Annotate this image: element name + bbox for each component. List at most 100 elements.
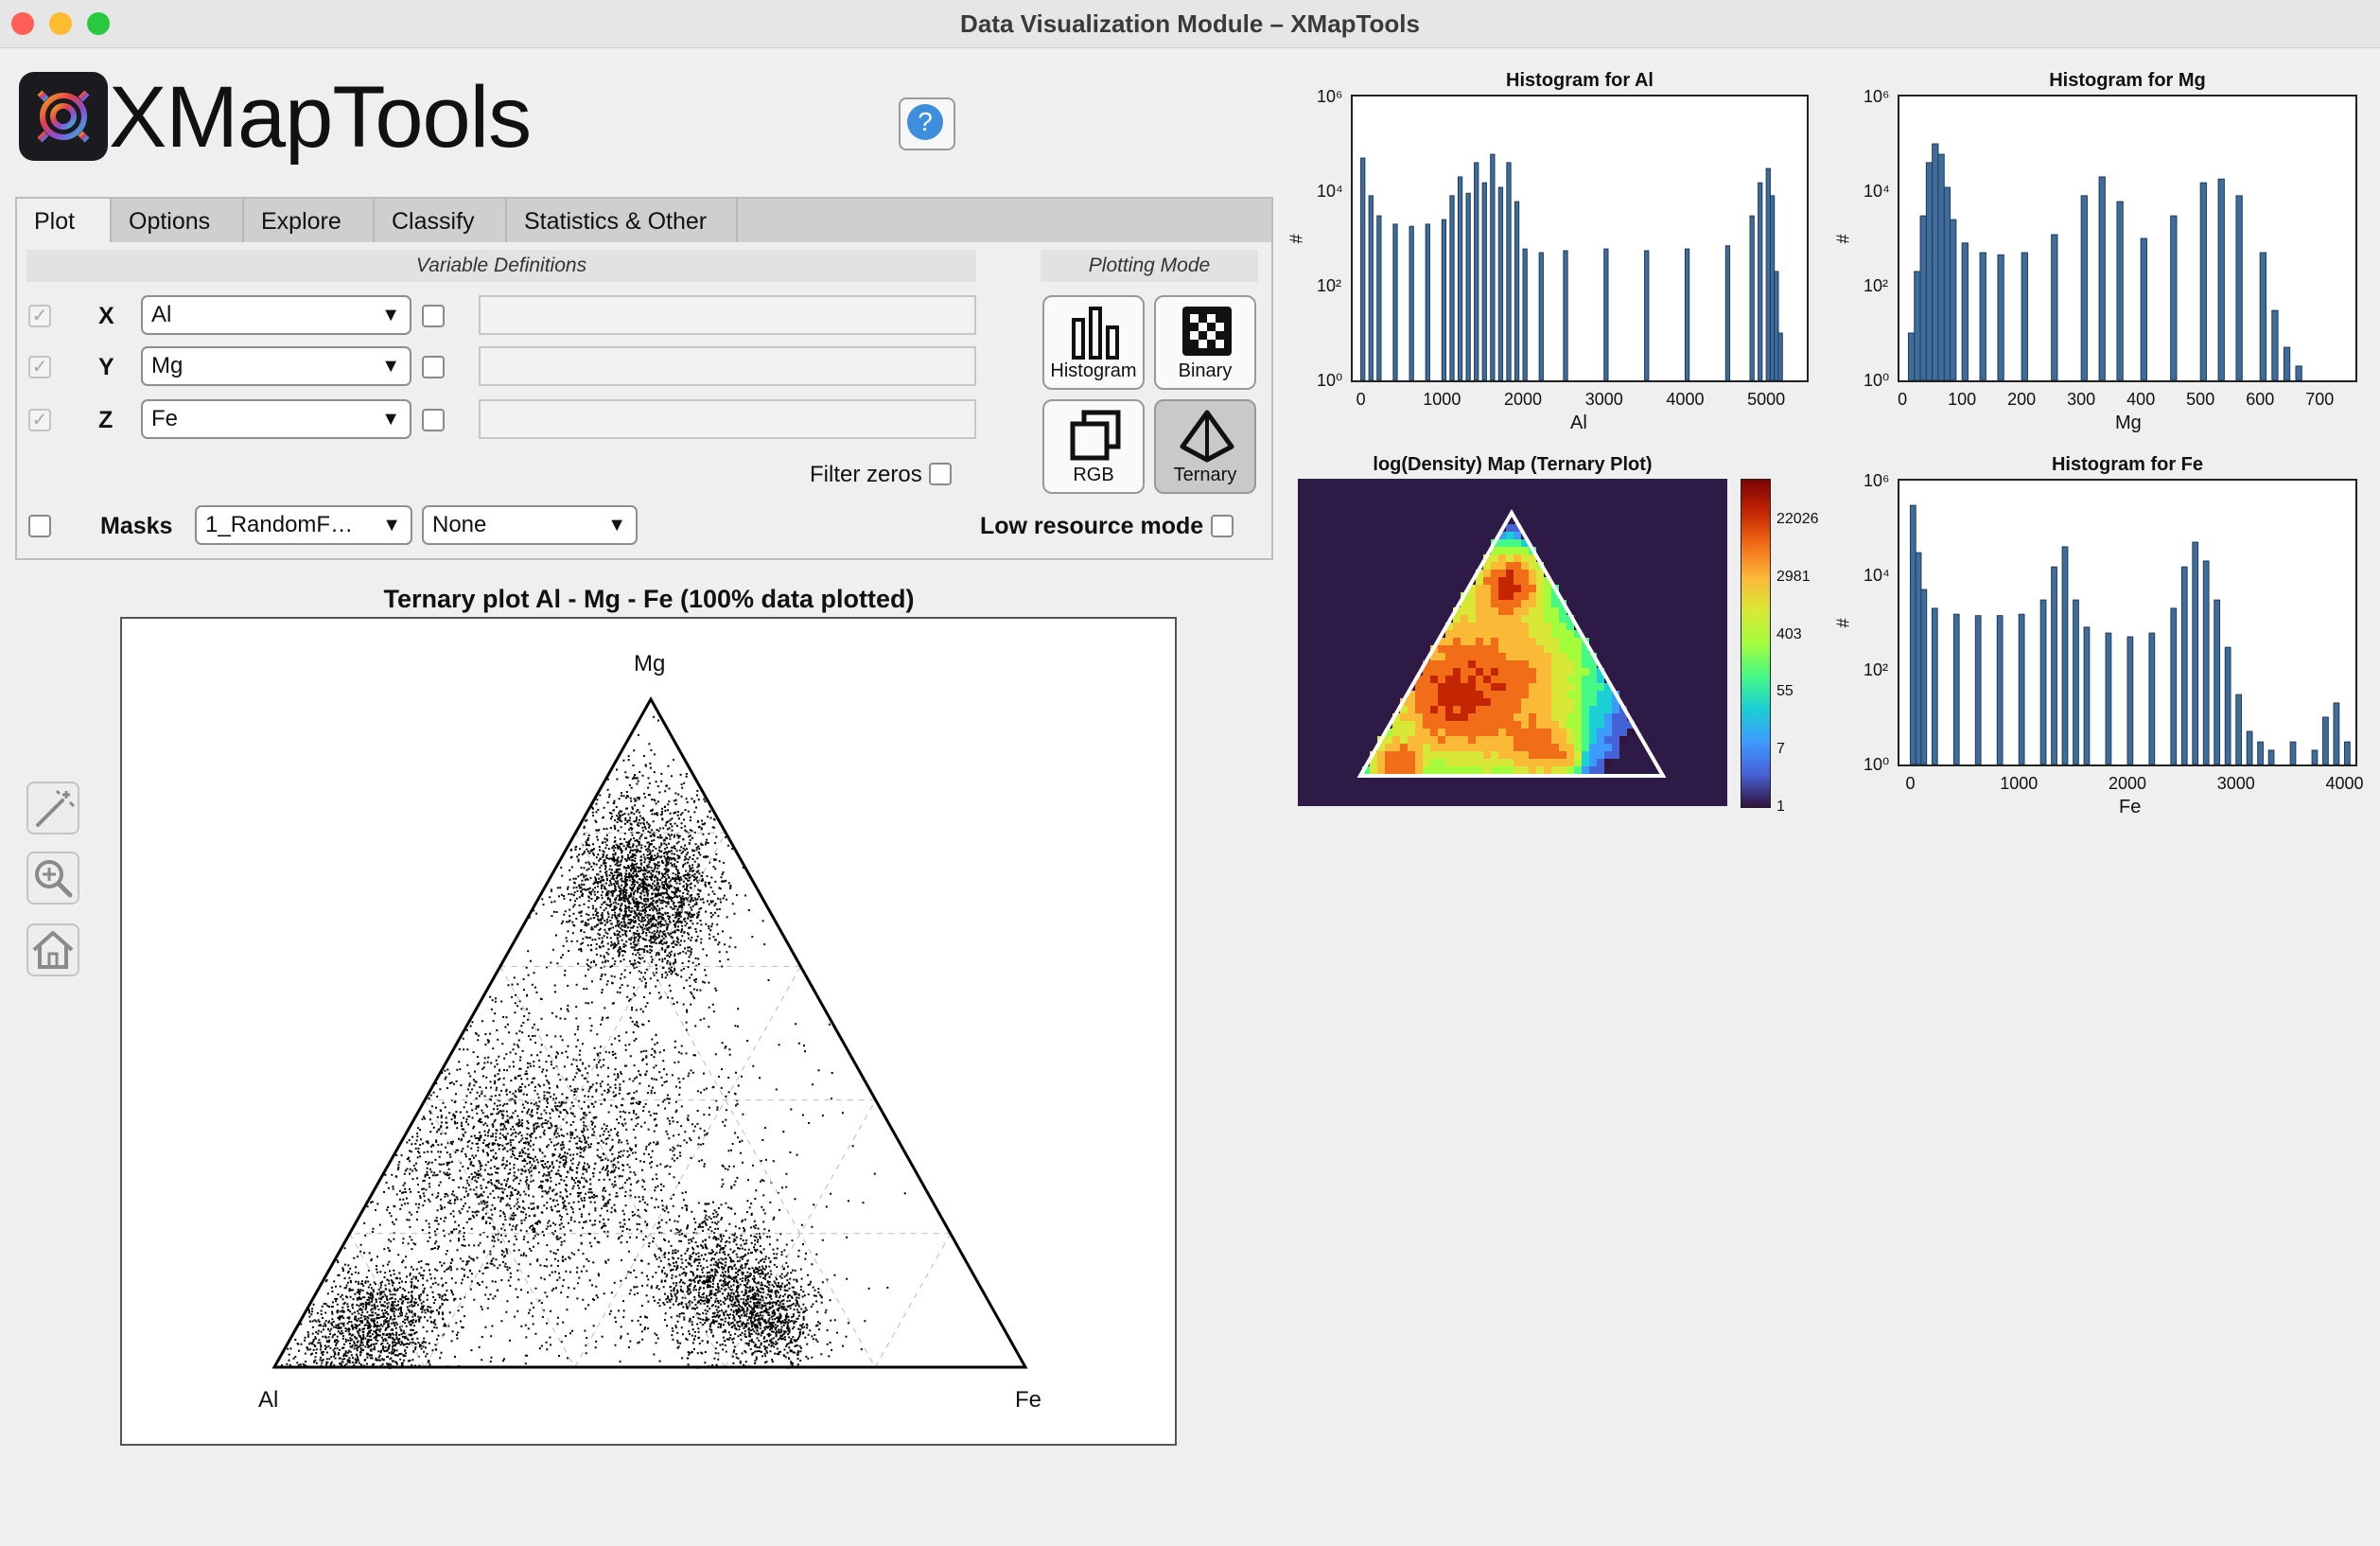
zoom-window-button[interactable] <box>87 12 110 35</box>
density-cell <box>1514 683 1521 691</box>
density-cell <box>1491 577 1498 585</box>
histogram-al-xtick: 1000 <box>1423 390 1461 409</box>
z-variable-dropdown[interactable]: Fe ▼ <box>141 399 411 439</box>
density-cell <box>1400 713 1408 721</box>
colorbar-tick-label: 7 <box>1776 741 1785 758</box>
density-cell <box>1438 668 1445 676</box>
density-cell <box>1604 736 1612 744</box>
density-cell <box>1498 547 1506 554</box>
density-cell <box>1514 615 1521 623</box>
density-cell <box>1514 570 1521 577</box>
density-cell <box>1408 744 1415 751</box>
density-cell <box>1566 729 1574 736</box>
histogram-al-axes[interactable] <box>1351 95 1809 382</box>
z-option-checkbox[interactable] <box>422 409 445 431</box>
masks-checkbox[interactable] <box>28 515 51 537</box>
density-cell <box>1559 630 1566 638</box>
mask-choice-dropdown[interactable]: None ▼ <box>422 505 638 545</box>
density-cell <box>1521 630 1529 638</box>
density-cell <box>1544 736 1551 744</box>
density-cell <box>1461 729 1468 736</box>
histogram-mg-axes[interactable] <box>1898 95 2357 382</box>
tab-plot[interactable]: Plot <box>17 199 112 244</box>
tab-options[interactable]: Options <box>112 199 244 244</box>
ternary-plot-axes[interactable]: Mg Al Fe <box>120 617 1177 1446</box>
density-cell <box>1574 744 1582 751</box>
density-map-axes[interactable] <box>1298 479 1727 806</box>
density-cell <box>1438 706 1445 713</box>
help-button[interactable]: ? <box>899 97 955 150</box>
density-cell <box>1544 660 1551 668</box>
density-cell <box>1483 698 1491 706</box>
density-cell <box>1559 645 1566 653</box>
binary-mode-button[interactable]: Binary <box>1154 295 1256 390</box>
density-cell <box>1491 570 1498 577</box>
low-resource-checkbox[interactable] <box>1211 515 1234 537</box>
close-window-button[interactable] <box>11 12 34 35</box>
density-cell <box>1582 676 1589 683</box>
density-cell <box>1468 585 1476 592</box>
y-variable-dropdown[interactable]: Mg ▼ <box>141 346 411 386</box>
density-cell <box>1521 668 1529 676</box>
density-cell <box>1498 570 1506 577</box>
tab-statistics-other[interactable]: Statistics & Other <box>507 199 738 244</box>
density-cell <box>1506 577 1514 585</box>
histogram-al-bar <box>1724 245 1731 381</box>
density-cell <box>1408 713 1415 721</box>
density-cell <box>1566 638 1574 645</box>
density-cell <box>1597 751 1604 759</box>
tab-explore[interactable]: Explore <box>244 199 375 244</box>
density-cell <box>1612 713 1619 721</box>
density-cell <box>1491 706 1498 713</box>
density-cell <box>1574 706 1582 713</box>
histogram-mg-bar <box>2116 201 2124 381</box>
minimize-window-button[interactable] <box>49 12 72 35</box>
density-cell <box>1559 638 1566 645</box>
density-cell <box>1453 615 1461 623</box>
histogram-mode-button[interactable]: Histogram <box>1042 295 1145 390</box>
density-cell <box>1582 751 1589 759</box>
density-cell <box>1483 623 1491 630</box>
x-option-checkbox[interactable] <box>422 305 445 327</box>
density-cell <box>1566 736 1574 744</box>
x-variable-dropdown[interactable]: Al ▼ <box>141 295 411 335</box>
density-cell <box>1619 736 1627 744</box>
density-cell <box>1559 706 1566 713</box>
zoom-in-button[interactable] <box>26 852 79 905</box>
mask-file-dropdown[interactable]: 1_RandomF… ▼ <box>195 505 412 545</box>
density-cell <box>1559 729 1566 736</box>
density-cell <box>1491 691 1498 698</box>
density-cell <box>1551 713 1559 721</box>
histogram-fe-axes[interactable] <box>1898 479 2357 766</box>
y-option-checkbox[interactable] <box>422 356 445 378</box>
density-cell <box>1468 653 1476 660</box>
ternary-mode-button[interactable]: Ternary <box>1154 399 1256 494</box>
density-cell <box>1385 751 1392 759</box>
rgb-mode-button[interactable]: RGB <box>1042 399 1145 494</box>
ternary-plot-title: Ternary plot Al - Mg - Fe (100% data plo… <box>383 585 915 613</box>
histogram-mg-bar <box>2021 252 2028 381</box>
density-cell <box>1438 713 1445 721</box>
density-cell <box>1521 592 1529 600</box>
density-cell <box>1551 653 1559 660</box>
ternary-plot-svg[interactable] <box>122 619 1175 1444</box>
histogram-mode-label: Histogram <box>1050 360 1137 381</box>
tab-classify[interactable]: Classify <box>375 199 507 244</box>
density-cell <box>1415 676 1423 683</box>
density-cell <box>1589 691 1597 698</box>
y-expression-field[interactable] <box>479 346 976 386</box>
density-cell <box>1506 759 1514 766</box>
histogram-fe-bar <box>2083 626 2091 765</box>
histogram-al-bar <box>1777 332 1783 381</box>
density-cell <box>1408 691 1415 698</box>
density-cell <box>1491 592 1498 600</box>
magic-wand-button[interactable] <box>26 782 79 834</box>
histogram-al-bar <box>1514 201 1520 381</box>
density-cell <box>1423 668 1430 676</box>
x-expression-field[interactable] <box>479 295 976 335</box>
density-cell <box>1521 660 1529 668</box>
filter-zeros-checkbox[interactable] <box>929 463 952 485</box>
z-expression-field[interactable] <box>479 399 976 439</box>
reset-view-button[interactable] <box>26 923 79 976</box>
density-cell <box>1544 751 1551 759</box>
